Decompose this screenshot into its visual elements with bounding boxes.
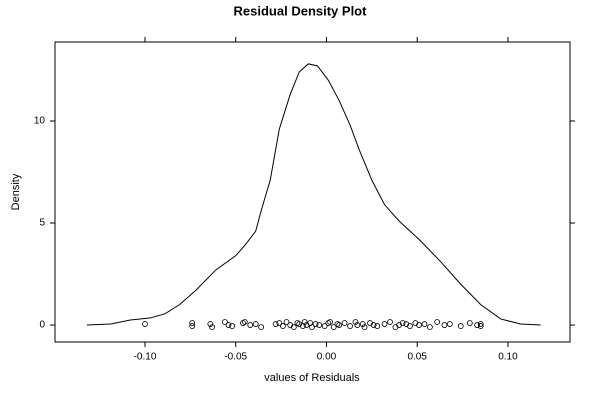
rug-point	[399, 320, 406, 326]
rug-point	[352, 319, 359, 325]
rug-point	[312, 321, 319, 327]
rug-point	[189, 323, 196, 329]
rug-point	[347, 323, 353, 329]
rug-point	[336, 322, 343, 328]
rug-point	[272, 321, 279, 327]
y-axis-title: Density	[10, 173, 22, 210]
rug-point	[374, 323, 381, 329]
x-tick-label: -0.10	[134, 352, 157, 363]
y-tick-label: 10	[34, 116, 46, 127]
rug-point	[225, 322, 232, 328]
x-axis-title: values of Residuals	[264, 372, 360, 384]
rug-point	[387, 319, 393, 325]
rug-point	[241, 319, 248, 325]
rug-point	[209, 324, 216, 331]
rug-point	[316, 322, 323, 328]
plot-frame	[54, 41, 571, 343]
x-tick-label: -0.05	[224, 352, 247, 363]
rug-point	[441, 322, 448, 328]
rug-point	[341, 320, 348, 326]
y-tick-label: 5	[39, 218, 45, 229]
rug-point	[354, 322, 361, 328]
rug-point	[370, 322, 377, 328]
rug-point	[276, 320, 283, 326]
rug-point	[321, 323, 328, 329]
density-line	[86, 63, 541, 326]
rug-point	[407, 323, 413, 329]
rug-point	[427, 324, 433, 331]
rug-point	[361, 324, 368, 331]
rug-point	[416, 322, 422, 328]
rug-point	[229, 323, 236, 329]
rug-point	[446, 321, 453, 327]
rug-point	[330, 324, 337, 331]
rug-point	[477, 321, 484, 327]
rug-point	[221, 319, 228, 325]
x-tick-label: 0.00	[317, 352, 337, 363]
rug-point	[381, 321, 388, 327]
rug-point	[280, 323, 286, 329]
rug-point	[309, 324, 315, 331]
rug-point	[207, 321, 214, 327]
rug-point	[327, 319, 334, 325]
rug-point	[474, 322, 480, 328]
x-tick-label: 0.10	[498, 352, 518, 363]
y-tick-label: 0	[39, 320, 45, 331]
rug-point	[466, 320, 473, 326]
rug-point	[247, 322, 254, 328]
rug-point	[290, 324, 297, 331]
rug-point	[301, 319, 308, 325]
rug-point	[252, 321, 259, 327]
rug-point	[421, 321, 428, 327]
rug-point	[142, 321, 148, 327]
rug-point	[189, 320, 196, 326]
rug-point	[283, 319, 290, 325]
rug-point	[434, 319, 441, 325]
rug-point	[457, 323, 464, 329]
rug-point	[258, 324, 265, 331]
rug-point	[359, 321, 366, 327]
chart-title: Residual Density Plot	[234, 3, 368, 18]
rug-point	[477, 323, 484, 329]
x-tick-label: 0.05	[407, 352, 427, 363]
